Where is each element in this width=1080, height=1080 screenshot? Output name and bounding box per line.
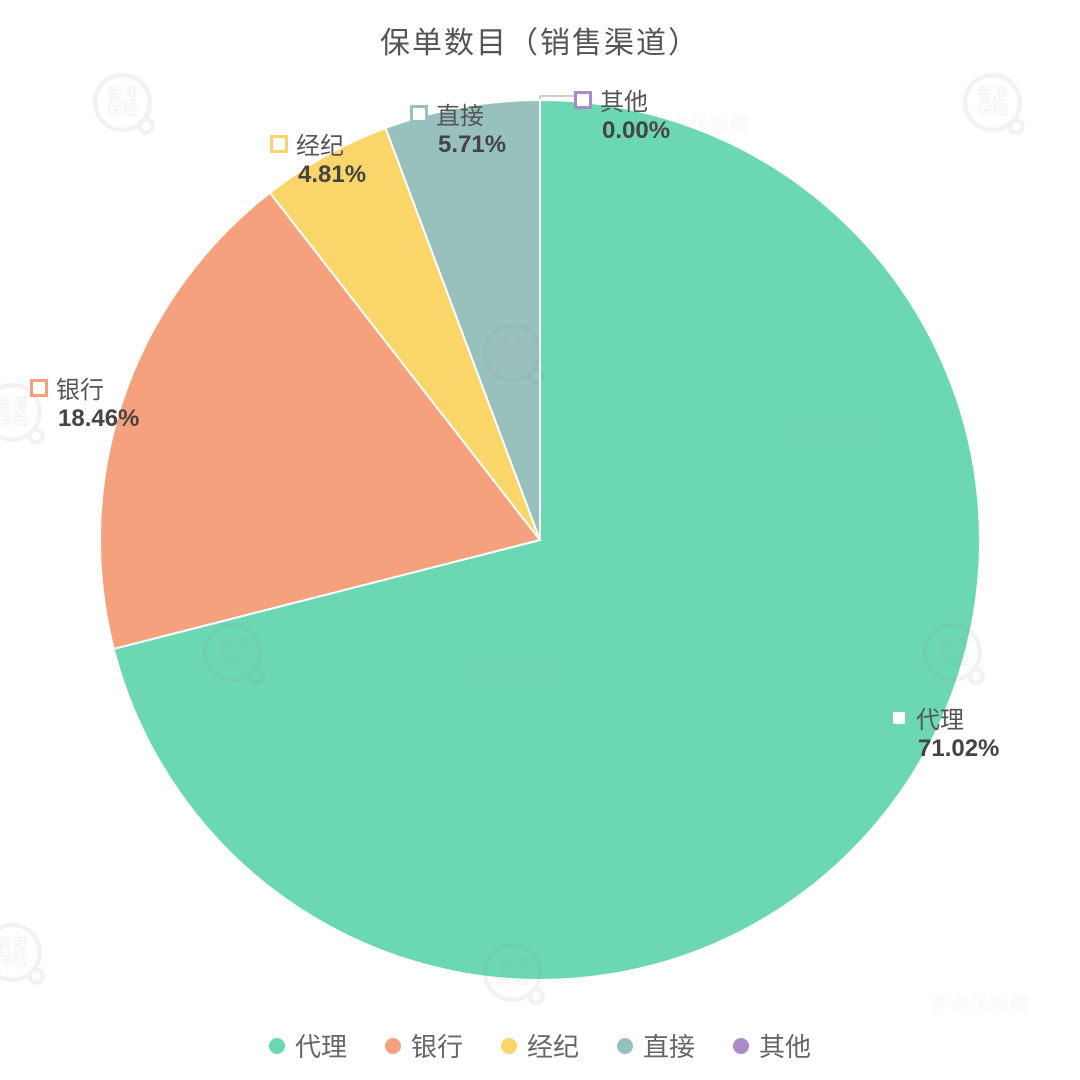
slice-name: 其他 [600,82,648,117]
pie-chart [0,80,1080,1040]
slice-pct: 71.02% [918,735,999,763]
slice-pct: 18.46% [58,405,139,433]
legend-label: 银行 [411,1027,463,1064]
slice-pct: 0.00% [602,117,670,145]
swatch-icon [574,91,592,109]
slice-name: 银行 [56,370,104,405]
slice-label: 代理71.02% [890,700,999,763]
swatch-icon [890,709,908,727]
slice-label: 经纪4.81% [270,126,366,189]
swatch-icon [410,105,428,123]
legend-dot-icon [385,1038,401,1054]
legend-dot-icon [269,1038,285,1054]
slice-label: 直接5.71% [410,96,506,159]
legend-dot-icon [733,1038,749,1054]
slice-name: 经纪 [296,126,344,161]
legend-label: 直接 [643,1027,695,1064]
legend-item: 其他 [733,1027,811,1064]
legend-item: 经纪 [501,1027,579,1064]
slice-name: 直接 [436,96,484,131]
legend: 代理 银行 经纪 直接 其他 [0,1027,1080,1064]
legend-label: 代理 [295,1027,347,1064]
chart-title: 保单数目（销售渠道） [0,18,1080,62]
legend-item: 代理 [269,1027,347,1064]
legend-label: 其他 [759,1027,811,1064]
legend-item: 直接 [617,1027,695,1064]
legend-label: 经纪 [527,1027,579,1064]
slice-label: 银行18.46% [30,370,139,433]
legend-item: 银行 [385,1027,463,1064]
slice-name: 代理 [916,700,964,735]
chart-container: 其他0.00% 代理71.02% 银行18.46% 经纪4.81% 直接5.71% [0,80,1080,1020]
slice-pct: 5.71% [438,131,506,159]
slice-pct: 4.81% [298,161,366,189]
legend-dot-icon [617,1038,633,1054]
legend-dot-icon [501,1038,517,1054]
swatch-icon [270,135,288,153]
swatch-icon [30,379,48,397]
slice-label: 其他0.00% [574,82,670,145]
